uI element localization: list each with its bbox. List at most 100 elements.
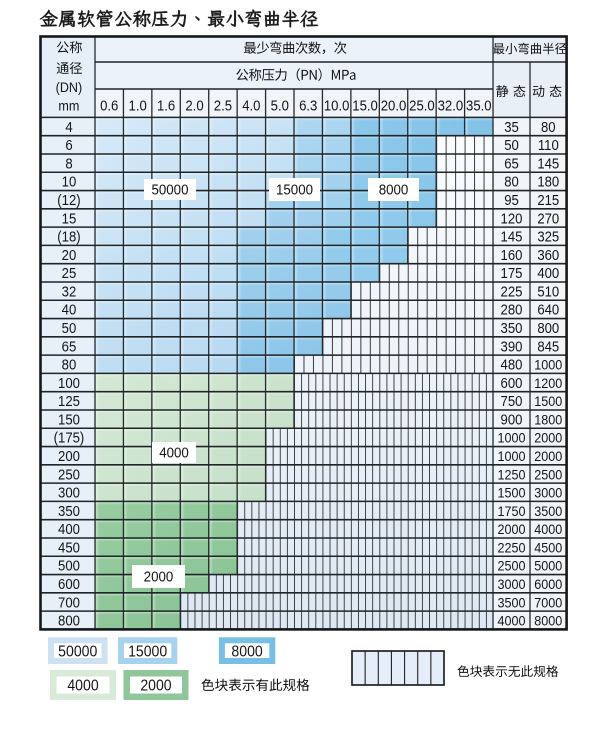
svg-text:1250: 1250 [498, 467, 526, 483]
svg-text:8000: 8000 [534, 613, 562, 629]
svg-text:160: 160 [501, 246, 523, 263]
svg-text:50: 50 [62, 319, 77, 336]
svg-text:2000: 2000 [144, 568, 174, 585]
svg-text:10.0: 10.0 [324, 97, 350, 114]
svg-text:510: 510 [537, 283, 559, 300]
svg-text:(DN): (DN) [56, 79, 83, 95]
svg-text:2000: 2000 [534, 448, 562, 464]
svg-text:450: 450 [58, 539, 80, 556]
svg-text:175: 175 [501, 264, 523, 281]
svg-text:8000: 8000 [379, 181, 409, 198]
svg-text:700: 700 [58, 594, 80, 611]
svg-text:2.0: 2.0 [185, 97, 204, 114]
svg-text:200: 200 [58, 447, 80, 464]
svg-text:270: 270 [537, 210, 559, 227]
svg-text:4000: 4000 [534, 522, 562, 538]
svg-text:6: 6 [65, 136, 73, 153]
svg-text:65: 65 [504, 155, 519, 172]
svg-text:100: 100 [58, 374, 80, 391]
svg-text:0.6: 0.6 [100, 97, 119, 114]
svg-text:6.3: 6.3 [299, 97, 318, 114]
svg-text:2000: 2000 [534, 430, 562, 446]
svg-text:8: 8 [65, 155, 73, 172]
svg-text:25.0: 25.0 [409, 97, 435, 114]
svg-text:4000: 4000 [498, 613, 526, 629]
svg-text:4000: 4000 [159, 444, 189, 461]
svg-text:32: 32 [62, 283, 77, 300]
svg-text:1000: 1000 [498, 448, 526, 464]
svg-text:35.0: 35.0 [466, 97, 492, 114]
svg-text:1500: 1500 [534, 394, 562, 410]
svg-text:1.6: 1.6 [157, 97, 176, 114]
svg-text:145: 145 [501, 228, 523, 245]
svg-text:480: 480 [501, 356, 523, 373]
svg-text:3000: 3000 [534, 485, 562, 501]
svg-text:4.0: 4.0 [242, 97, 261, 114]
svg-text:2500: 2500 [534, 467, 562, 483]
svg-text:110: 110 [538, 136, 559, 153]
svg-text:1.0: 1.0 [129, 97, 148, 114]
svg-text:65: 65 [62, 338, 77, 355]
svg-text:5.0: 5.0 [271, 97, 290, 114]
svg-text:5000: 5000 [534, 558, 562, 574]
svg-text:2500: 2500 [498, 558, 526, 574]
svg-text:125: 125 [58, 392, 80, 409]
svg-text:2250: 2250 [498, 540, 526, 556]
svg-text:300: 300 [58, 484, 80, 501]
svg-text:845: 845 [537, 338, 559, 355]
svg-text:20.0: 20.0 [381, 97, 407, 114]
svg-text:640: 640 [537, 301, 559, 318]
svg-text:350: 350 [58, 502, 80, 519]
svg-text:3500: 3500 [498, 595, 526, 611]
svg-text:1200: 1200 [534, 375, 562, 391]
svg-text:3500: 3500 [534, 503, 562, 519]
svg-text:4500: 4500 [534, 540, 562, 556]
svg-text:2000: 2000 [498, 522, 526, 538]
svg-text:390: 390 [501, 338, 523, 355]
svg-text:325: 325 [537, 228, 559, 245]
svg-text:350: 350 [501, 319, 523, 336]
svg-text:120: 120 [501, 210, 523, 227]
svg-text:600: 600 [58, 575, 80, 592]
svg-text:600: 600 [501, 374, 523, 391]
svg-text:215: 215 [537, 191, 559, 208]
svg-text:145: 145 [537, 155, 559, 172]
svg-text:800: 800 [58, 612, 80, 629]
svg-text:3000: 3000 [498, 576, 526, 592]
svg-text:360: 360 [537, 246, 559, 263]
svg-text:7000: 7000 [534, 595, 562, 611]
svg-text:80: 80 [541, 118, 556, 135]
svg-text:35: 35 [504, 118, 519, 135]
svg-text:50000: 50000 [58, 643, 97, 661]
svg-text:1500: 1500 [498, 485, 526, 501]
svg-text:4: 4 [65, 118, 73, 135]
svg-text:4000: 4000 [67, 677, 98, 695]
svg-text:20: 20 [62, 246, 77, 263]
svg-text:1000: 1000 [498, 430, 526, 446]
svg-text:900: 900 [501, 411, 523, 428]
svg-text:6000: 6000 [534, 576, 562, 592]
svg-text:32.0: 32.0 [438, 97, 464, 114]
svg-text:1800: 1800 [534, 412, 562, 428]
svg-text:(18): (18) [57, 228, 80, 245]
svg-text:(175): (175) [54, 429, 85, 446]
svg-text:150: 150 [58, 411, 80, 428]
svg-text:10: 10 [62, 173, 77, 190]
svg-text:1750: 1750 [498, 503, 526, 519]
svg-text:250: 250 [58, 466, 80, 483]
svg-text:40: 40 [62, 301, 77, 318]
svg-text:1000: 1000 [534, 357, 562, 373]
svg-text:(12): (12) [57, 191, 80, 208]
svg-text:8000: 8000 [231, 643, 262, 661]
svg-text:280: 280 [501, 301, 523, 318]
svg-text:225: 225 [501, 283, 523, 300]
svg-text:80: 80 [504, 173, 519, 190]
svg-text:400: 400 [58, 520, 80, 537]
svg-text:15.0: 15.0 [352, 97, 378, 114]
svg-text:400: 400 [537, 264, 559, 281]
svg-text:15000: 15000 [128, 643, 167, 661]
svg-text:15000: 15000 [276, 181, 313, 198]
svg-text:180: 180 [537, 173, 559, 190]
svg-text:50000: 50000 [152, 181, 189, 198]
svg-text:2.5: 2.5 [214, 97, 233, 114]
